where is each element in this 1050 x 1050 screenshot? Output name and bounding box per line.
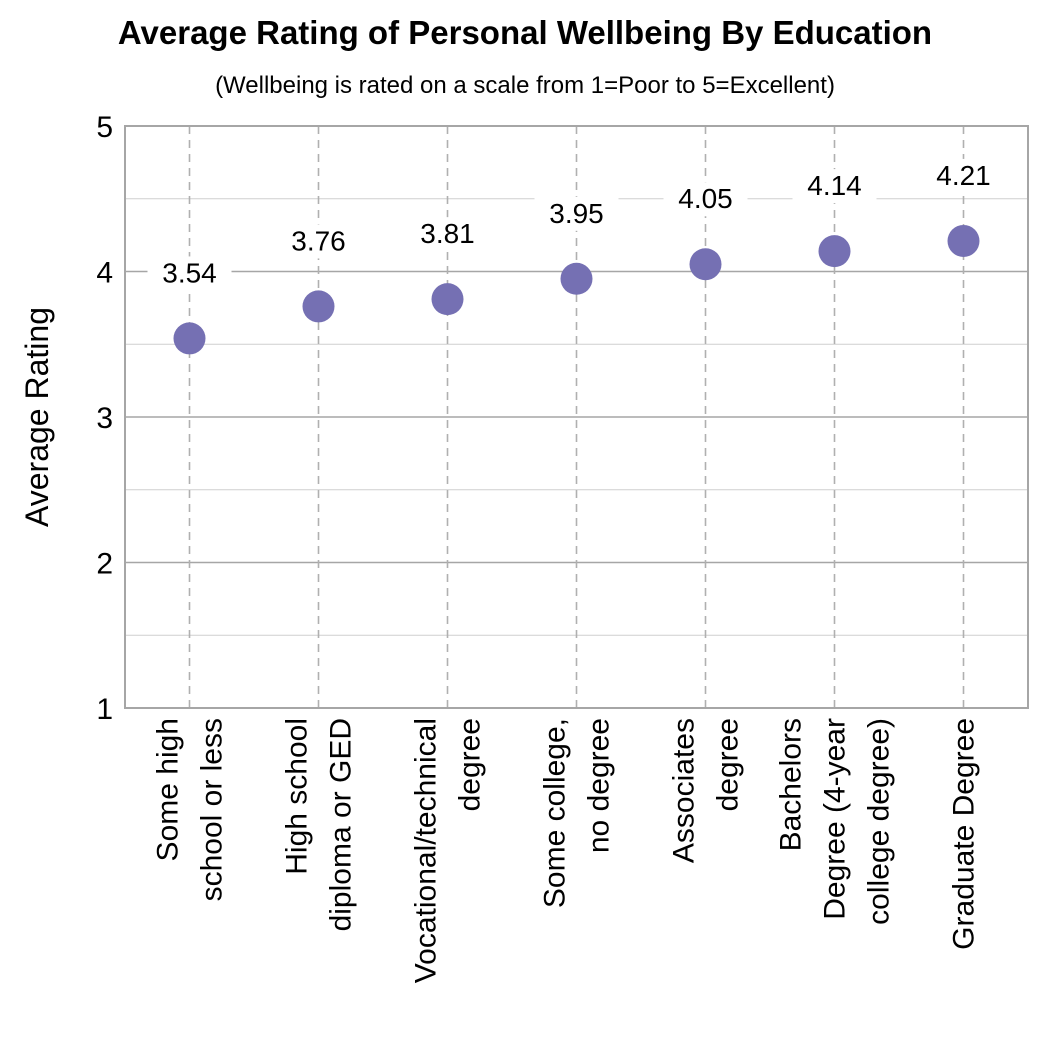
data-label-background: [792, 169, 877, 204]
x-tick-label-line: degree: [712, 718, 745, 811]
x-tick-label-line: Graduate Degree: [948, 718, 981, 950]
x-tick-label: Some college, no degree: [539, 718, 616, 908]
chart-subtitle: (Wellbeing is rated on a scale from 1=Po…: [215, 72, 835, 99]
data-label-background: [405, 217, 490, 252]
data-point: [818, 235, 851, 268]
y-axis-label: Average Rating: [19, 307, 55, 527]
data-point: [560, 262, 593, 295]
x-tick-label-line: college degree): [863, 718, 896, 925]
data-label-background: [276, 224, 361, 259]
x-tick-label-line: Some high: [152, 718, 185, 861]
data-label-background: [147, 256, 232, 291]
y-tick-label: 5: [96, 111, 113, 144]
chart-title: Average Rating of Personal Wellbeing By …: [117, 14, 933, 51]
data-label-background: [534, 196, 619, 231]
x-tick-label: Associates degree: [668, 718, 745, 863]
x-tick-label-line: Associates: [668, 718, 701, 863]
data-point: [947, 224, 980, 257]
x-tick-label-line: Bachelors: [775, 718, 808, 851]
x-tick-label-line: degree: [454, 718, 487, 811]
x-tick-label-line: Vocational/technical: [410, 718, 443, 983]
data-label: 4.14: [807, 170, 862, 201]
x-tick-label: Vocational/technical degree: [410, 718, 487, 983]
x-tick-label-line: school or less: [196, 718, 229, 901]
y-tick-label: 4: [96, 257, 113, 290]
data-label: 3.76: [291, 225, 346, 256]
x-tick-label: Graduate Degree: [948, 718, 981, 950]
x-tick-label: Some high school or less: [152, 718, 229, 901]
data-point: [302, 290, 335, 323]
data-label-background: [663, 182, 748, 217]
plot-border: [124, 125, 1029, 709]
data-label: 3.95: [549, 198, 604, 229]
y-tick-label: 2: [96, 548, 113, 581]
data-point: [431, 283, 464, 316]
data-label: 3.81: [420, 218, 475, 249]
y-tick-label: 3: [96, 402, 113, 435]
x-tick-label-line: Degree (4-year: [819, 718, 852, 920]
x-tick-label: High school diploma or GED: [281, 718, 358, 931]
data-point: [173, 322, 206, 355]
data-point: [689, 248, 722, 281]
data-label: 4.21: [936, 160, 991, 191]
x-tick-label-line: diploma or GED: [325, 718, 358, 931]
data-label-background: [921, 158, 1006, 193]
data-label: 4.05: [678, 183, 733, 214]
x-tick-label-line: Some college,: [539, 718, 572, 908]
data-label: 3.54: [162, 257, 217, 288]
x-tick-label: Bachelors Degree (4-year college degree): [775, 718, 896, 925]
x-tick-label-line: High school: [281, 718, 314, 875]
y-tick-label: 1: [96, 693, 113, 726]
x-tick-label-line: no degree: [583, 718, 616, 853]
